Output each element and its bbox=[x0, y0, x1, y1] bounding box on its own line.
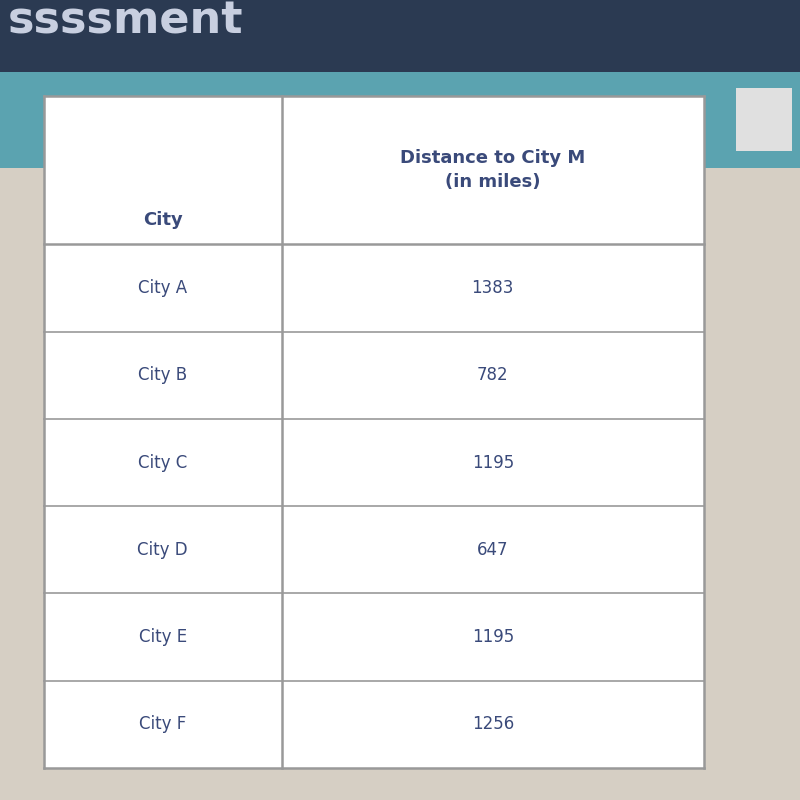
FancyBboxPatch shape bbox=[0, 72, 800, 168]
Text: 782: 782 bbox=[477, 366, 509, 384]
FancyBboxPatch shape bbox=[44, 96, 704, 768]
Text: City F: City F bbox=[139, 715, 186, 734]
FancyBboxPatch shape bbox=[0, 0, 800, 72]
Text: 647: 647 bbox=[477, 541, 509, 559]
FancyBboxPatch shape bbox=[736, 88, 792, 150]
Text: City A: City A bbox=[138, 279, 187, 297]
Text: City D: City D bbox=[138, 541, 188, 559]
Text: Distance to City M
(in miles): Distance to City M (in miles) bbox=[400, 150, 586, 191]
Text: 1195: 1195 bbox=[472, 628, 514, 646]
Text: 1383: 1383 bbox=[472, 279, 514, 297]
Text: City B: City B bbox=[138, 366, 187, 384]
Text: 1256: 1256 bbox=[472, 715, 514, 734]
Text: City C: City C bbox=[138, 454, 187, 471]
Text: City E: City E bbox=[138, 628, 187, 646]
Text: ssssment: ssssment bbox=[8, 0, 243, 43]
Text: 1195: 1195 bbox=[472, 454, 514, 471]
Text: City: City bbox=[143, 211, 182, 229]
